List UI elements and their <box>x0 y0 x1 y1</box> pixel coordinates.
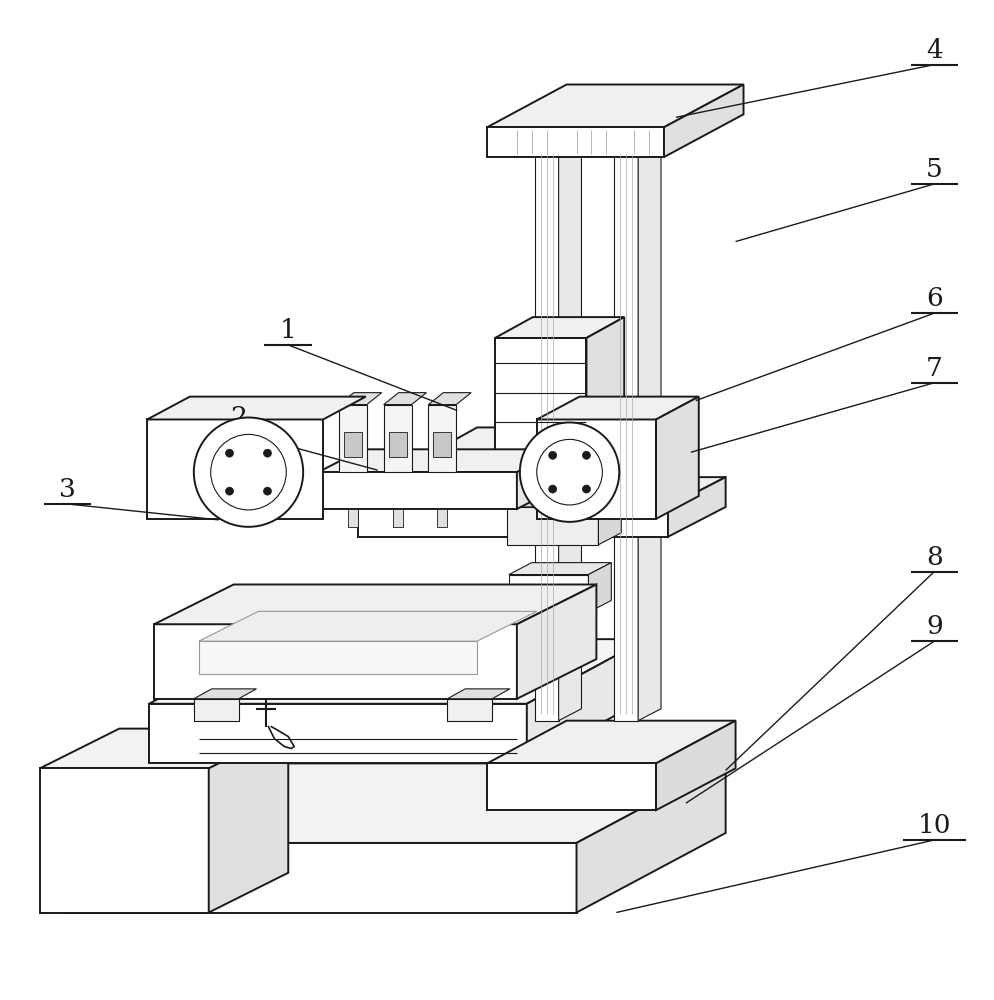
Polygon shape <box>389 432 407 457</box>
Polygon shape <box>509 563 611 575</box>
Polygon shape <box>384 393 426 405</box>
Polygon shape <box>487 127 664 157</box>
Polygon shape <box>537 419 656 519</box>
Polygon shape <box>384 405 412 472</box>
Polygon shape <box>432 452 626 477</box>
Polygon shape <box>495 338 586 452</box>
Polygon shape <box>358 507 668 537</box>
Polygon shape <box>614 147 638 721</box>
Text: 3: 3 <box>60 477 76 502</box>
Polygon shape <box>147 397 366 419</box>
Polygon shape <box>656 397 699 519</box>
Text: 7: 7 <box>926 356 942 381</box>
Polygon shape <box>149 704 527 763</box>
Circle shape <box>194 417 303 527</box>
Polygon shape <box>507 495 621 507</box>
Polygon shape <box>598 495 621 545</box>
Circle shape <box>582 451 590 459</box>
Polygon shape <box>656 721 736 810</box>
Text: 1: 1 <box>280 318 296 343</box>
Polygon shape <box>586 317 624 452</box>
Polygon shape <box>194 699 239 721</box>
Circle shape <box>549 485 557 493</box>
Polygon shape <box>507 507 598 545</box>
Polygon shape <box>517 584 596 699</box>
Polygon shape <box>588 563 611 612</box>
Polygon shape <box>348 509 358 527</box>
Circle shape <box>226 449 234 457</box>
Polygon shape <box>194 689 256 699</box>
Polygon shape <box>318 449 562 472</box>
Polygon shape <box>65 763 726 843</box>
Polygon shape <box>432 427 671 452</box>
Polygon shape <box>154 624 517 699</box>
Polygon shape <box>149 639 646 704</box>
Circle shape <box>211 434 286 510</box>
Text: 8: 8 <box>926 545 942 570</box>
Polygon shape <box>626 427 671 477</box>
Polygon shape <box>437 509 447 527</box>
Text: 10: 10 <box>917 813 951 838</box>
Polygon shape <box>487 763 656 810</box>
Circle shape <box>549 451 557 459</box>
Polygon shape <box>318 472 517 509</box>
Polygon shape <box>65 843 577 913</box>
Circle shape <box>537 439 602 505</box>
Circle shape <box>582 485 590 493</box>
Polygon shape <box>393 509 403 527</box>
Polygon shape <box>344 432 362 457</box>
Polygon shape <box>487 721 736 763</box>
Circle shape <box>263 449 271 457</box>
Polygon shape <box>433 432 451 457</box>
Polygon shape <box>428 405 456 472</box>
Polygon shape <box>40 768 209 913</box>
Polygon shape <box>358 477 726 507</box>
Polygon shape <box>577 763 726 913</box>
Text: 5: 5 <box>926 157 942 182</box>
Polygon shape <box>487 85 744 127</box>
Text: 9: 9 <box>926 614 942 639</box>
Polygon shape <box>147 419 323 519</box>
Polygon shape <box>447 689 510 699</box>
Polygon shape <box>199 641 477 674</box>
Polygon shape <box>40 729 288 768</box>
Polygon shape <box>428 393 471 405</box>
Polygon shape <box>638 137 661 721</box>
Polygon shape <box>527 639 646 763</box>
Circle shape <box>520 422 619 522</box>
Polygon shape <box>209 729 288 913</box>
Polygon shape <box>447 699 492 721</box>
Polygon shape <box>517 449 562 509</box>
Polygon shape <box>339 405 367 472</box>
Polygon shape <box>668 477 726 537</box>
Polygon shape <box>559 137 581 721</box>
Polygon shape <box>535 147 559 721</box>
Polygon shape <box>154 584 596 624</box>
Text: 2: 2 <box>231 405 247 430</box>
Text: 4: 4 <box>926 38 942 63</box>
Polygon shape <box>495 317 624 338</box>
Polygon shape <box>199 611 537 641</box>
Polygon shape <box>537 397 699 419</box>
Circle shape <box>226 487 234 495</box>
Text: 6: 6 <box>926 286 942 311</box>
Polygon shape <box>509 575 588 612</box>
Polygon shape <box>339 393 382 405</box>
Polygon shape <box>664 85 744 157</box>
Circle shape <box>263 487 271 495</box>
